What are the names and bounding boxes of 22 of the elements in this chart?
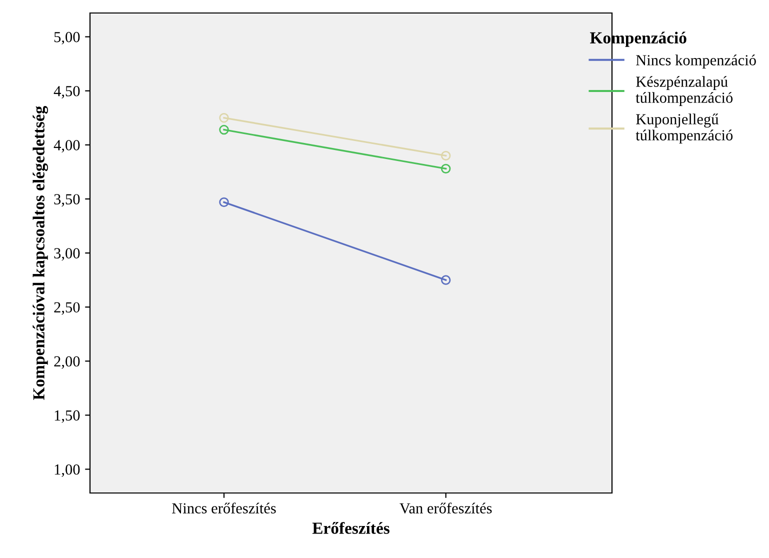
y-tick-label: 1,50 <box>54 410 80 423</box>
x-tick-label: Nincs erőfeszítés <box>172 502 276 514</box>
point <box>440 164 451 174</box>
legend-label: Nincs kompenzáció <box>636 54 756 68</box>
y-axis-title: Kompenzációval kapcsoaltos elégedettség <box>32 106 48 400</box>
point <box>219 124 229 135</box>
point <box>219 197 229 208</box>
point <box>440 150 451 161</box>
x-tick-label: Van erőfeszítés <box>400 502 492 514</box>
point <box>219 113 229 123</box>
point <box>440 275 451 285</box>
y-tick-label: 2,50 <box>54 302 80 315</box>
legend-label: Kuponjellegű túlkompenzáció <box>636 114 733 144</box>
x-axis-title: Erőfeszítés <box>312 522 390 534</box>
legend-label: Készpénzalapú túlkompenzáció <box>636 76 733 106</box>
y-tick-label: 3,50 <box>54 194 80 207</box>
y-tick-label: 5,00 <box>54 32 80 44</box>
y-tick-label: 3,00 <box>54 248 80 261</box>
y-tick-label: 1,00 <box>54 464 80 477</box>
y-tick-label: 4,00 <box>54 140 80 153</box>
y-tick-label: 2,00 <box>54 356 80 369</box>
y-tick-label: 4,50 <box>54 86 80 98</box>
